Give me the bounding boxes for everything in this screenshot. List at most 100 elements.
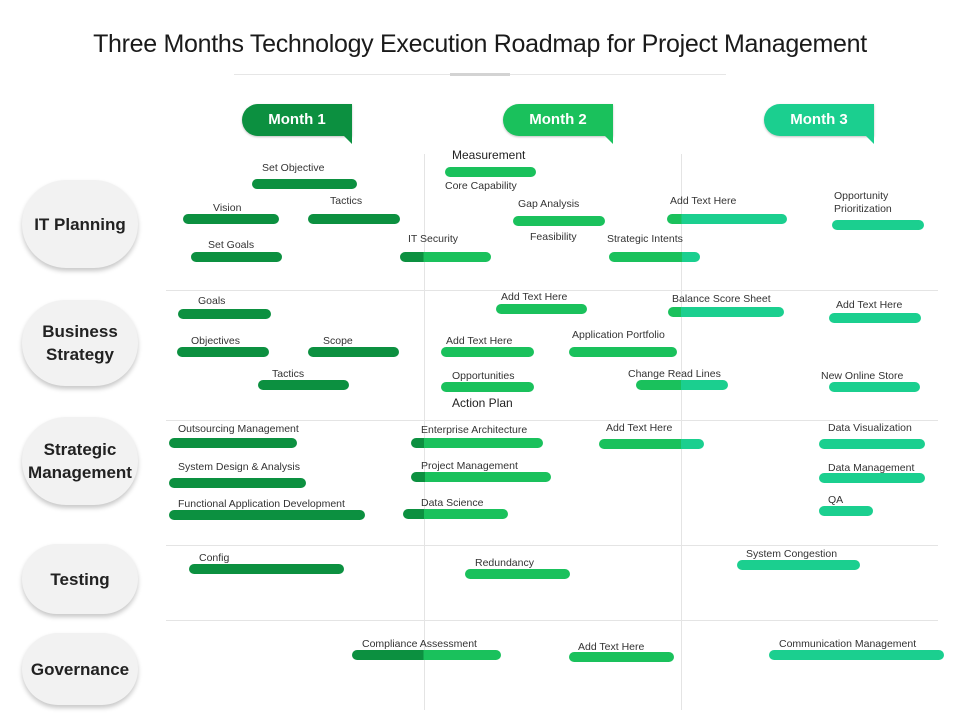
task-bar <box>183 214 279 224</box>
task-bar <box>352 650 501 660</box>
task-bar <box>829 382 920 392</box>
month-header-3: Month 3 <box>764 104 874 136</box>
task-label: Goals <box>198 295 226 307</box>
row-divider <box>166 545 938 546</box>
task-label: Strategic Intents <box>607 233 683 245</box>
task-label: Add Text Here <box>578 641 645 653</box>
task-label: Balance Score Sheet <box>672 293 771 305</box>
task-label: Config <box>199 552 230 564</box>
month-header-1: Month 1 <box>242 104 352 136</box>
task-bar <box>769 650 944 660</box>
task-label: QA <box>828 494 844 506</box>
task-bar <box>177 347 269 357</box>
month-header-2: Month 2 <box>503 104 613 136</box>
category-label: Governance <box>30 659 130 679</box>
category-label: Business Strategy <box>42 322 118 364</box>
title-divider-accent <box>450 73 510 76</box>
task-bar <box>400 252 491 262</box>
task-label: Add Text Here <box>446 335 513 347</box>
task-label: Change Read Lines <box>628 368 721 380</box>
category-label: Testing <box>50 569 110 589</box>
task-bar <box>609 252 700 262</box>
task-label: Outsourcing Management <box>178 423 299 435</box>
task-bar <box>189 564 344 574</box>
task-bar <box>819 506 873 516</box>
task-label: Data Science <box>421 497 484 509</box>
task-label: Core Capability <box>445 180 517 192</box>
task-bar <box>496 304 587 314</box>
task-label: New Online Store <box>821 370 904 382</box>
month-divider <box>681 154 682 710</box>
task-bar <box>169 478 306 488</box>
task-bar <box>411 438 543 448</box>
category-label: IT Planning <box>34 214 126 234</box>
task-bar <box>169 438 297 448</box>
page-title: Three Months Technology Execution Roadma… <box>93 30 867 58</box>
task-label: Functional Application Development <box>178 498 345 510</box>
task-bar <box>829 313 921 323</box>
task-label: Feasibility <box>530 231 577 243</box>
task-label: System Congestion <box>746 548 838 560</box>
task-label: Add Text Here <box>836 299 903 311</box>
task-label: Project Management <box>421 460 518 472</box>
task-bar <box>403 509 508 519</box>
task-bar <box>258 380 349 390</box>
task-label: Tactics <box>330 195 363 207</box>
task-label: Application Portfolio <box>572 329 665 341</box>
task-bar <box>668 307 784 317</box>
month-header-tail <box>605 136 613 144</box>
task-label: Tactics <box>272 368 305 380</box>
task-label: Action Plan <box>452 396 513 410</box>
task-bar <box>636 380 728 390</box>
task-bar <box>465 569 570 579</box>
task-bar <box>445 167 536 177</box>
month-header-tail <box>344 136 352 144</box>
task-label: Communication Management <box>779 638 917 650</box>
category-business-strategy: Business Strategy <box>22 300 138 386</box>
task-bar <box>411 472 551 482</box>
row-divider <box>166 420 938 421</box>
task-label: Enterprise Architecture <box>421 424 528 436</box>
category-label: Strategic Management <box>28 440 132 482</box>
task-label: System Design & Analysis <box>178 461 300 473</box>
task-bar <box>308 214 400 224</box>
task-bar <box>832 220 924 230</box>
task-label: Data Visualization <box>828 422 912 434</box>
task-label: Scope <box>323 335 353 347</box>
row-divider <box>166 290 938 291</box>
month-divider <box>424 154 425 710</box>
row-divider <box>166 620 938 621</box>
task-bar <box>569 347 677 357</box>
task-bar <box>169 510 365 520</box>
category-it-planning: IT Planning <box>22 180 138 268</box>
task-label: IT Security <box>408 233 458 245</box>
task-bar <box>599 439 704 449</box>
task-label: Opportunities <box>452 370 515 382</box>
task-label: Set Goals <box>208 239 255 251</box>
task-label: Objectives <box>191 335 241 347</box>
task-bar <box>819 473 925 483</box>
task-label: Compliance Assessment <box>362 638 477 650</box>
task-label: Opportunity Prioritization <box>834 190 892 215</box>
task-bar <box>569 652 674 662</box>
task-label: Add Text Here <box>501 291 568 303</box>
task-bar <box>513 216 605 226</box>
task-bar <box>178 309 271 319</box>
category-governance: Governance <box>22 633 138 705</box>
task-bar <box>737 560 860 570</box>
category-testing: Testing <box>22 544 138 614</box>
task-bar <box>308 347 399 357</box>
task-label: Redundancy <box>475 557 534 569</box>
task-bar <box>191 252 282 262</box>
month-header-tail <box>866 136 874 144</box>
task-bar <box>819 439 925 449</box>
task-label: Data Management <box>828 462 915 474</box>
task-bar <box>441 382 534 392</box>
task-label: Gap Analysis <box>518 198 580 210</box>
task-bar <box>252 179 357 189</box>
category-strategic-management: Strategic Management <box>22 417 138 505</box>
task-label: Add Text Here <box>670 195 737 207</box>
task-bar <box>667 214 787 224</box>
task-label: Add Text Here <box>606 422 673 434</box>
task-bar <box>441 347 534 357</box>
